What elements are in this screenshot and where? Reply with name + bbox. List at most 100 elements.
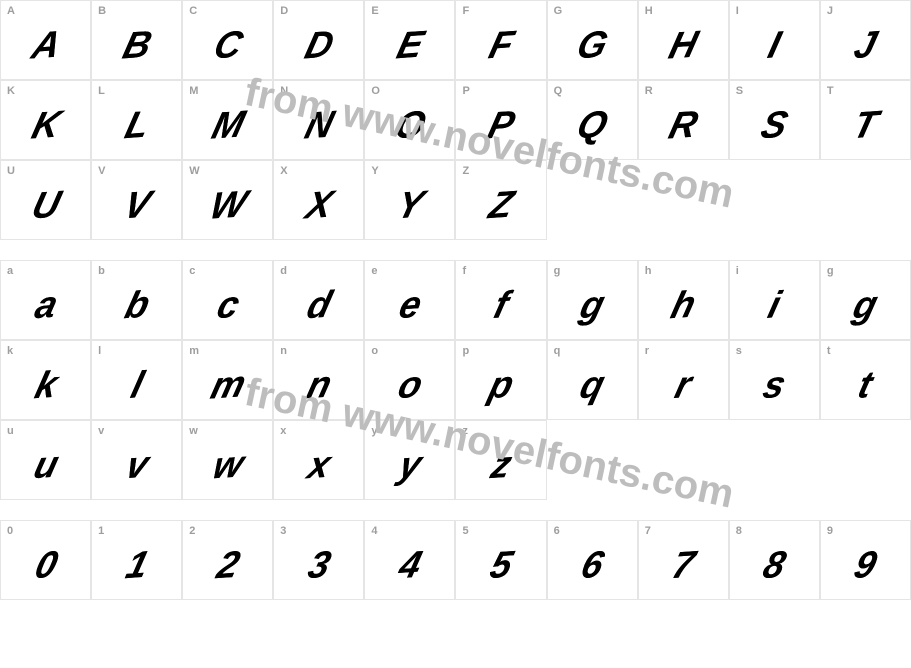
cell-glyph: 1 xyxy=(122,545,151,584)
cell-label: E xyxy=(371,5,378,17)
cell-glyph: 7 xyxy=(669,545,698,584)
cell-glyph: Q xyxy=(574,105,611,145)
glyph-cell: bb xyxy=(91,260,182,340)
glyph-cell: VV xyxy=(91,160,182,240)
glyph-cell: ZZ xyxy=(455,160,546,240)
cell-glyph: 4 xyxy=(395,545,424,584)
cell-glyph: G xyxy=(574,25,611,65)
glyph-cell: 22 xyxy=(182,520,273,600)
cell-label: z xyxy=(462,425,468,437)
cell-label: 0 xyxy=(7,525,13,537)
glyph-cell xyxy=(638,420,729,500)
cell-label: W xyxy=(189,165,199,177)
cell-glyph: 9 xyxy=(851,545,880,584)
cell-label: b xyxy=(98,265,105,277)
cell-label: N xyxy=(280,85,288,97)
cell-label: 1 xyxy=(98,525,104,537)
cell-glyph: f xyxy=(491,285,512,323)
glyph-cell: mm xyxy=(182,340,273,420)
glyph-cell: EE xyxy=(364,0,455,80)
cell-label: r xyxy=(645,345,649,357)
cell-label: w xyxy=(189,425,198,437)
cell-glyph: D xyxy=(301,25,336,64)
glyph-cell: HH xyxy=(638,0,729,80)
cell-label: g xyxy=(827,265,834,277)
cell-label: h xyxy=(645,265,652,277)
cell-label: X xyxy=(280,165,287,177)
glyph-cell: ee xyxy=(364,260,455,340)
glyph-cell: nn xyxy=(273,340,364,420)
cell-label: M xyxy=(189,85,198,97)
glyph-cell xyxy=(820,420,911,500)
cell-label: I xyxy=(736,5,739,17)
cell-label: n xyxy=(280,345,287,357)
cell-label: Q xyxy=(554,85,563,97)
cell-label: g xyxy=(554,265,561,277)
cell-label: k xyxy=(7,345,13,357)
glyph-cell: DD xyxy=(273,0,364,80)
glyph-cell: gg xyxy=(820,260,911,340)
cell-glyph: V xyxy=(120,185,153,224)
cell-glyph: 3 xyxy=(304,545,333,584)
cell-glyph: Y xyxy=(393,185,426,224)
cell-label: H xyxy=(645,5,653,17)
grid-section-lowercase: aabbccddeeffgghhiiggkkllmmnnooppqqrrsstt… xyxy=(0,260,911,500)
glyph-cell: 66 xyxy=(547,520,638,600)
cell-label: p xyxy=(462,345,469,357)
cell-label: U xyxy=(7,165,15,177)
cell-label: 6 xyxy=(554,525,560,537)
cell-label: 5 xyxy=(462,525,468,537)
glyph-cell: gg xyxy=(547,260,638,340)
glyph-cell: ww xyxy=(182,420,273,500)
cell-glyph: T xyxy=(850,105,881,144)
glyph-cell: 77 xyxy=(638,520,729,600)
glyph-cell: RR xyxy=(638,80,729,160)
cell-label: Y xyxy=(371,165,378,177)
cell-label: q xyxy=(554,345,561,357)
cell-glyph: q xyxy=(577,365,608,404)
cell-glyph: v xyxy=(122,445,151,484)
cell-glyph: M xyxy=(208,105,247,145)
glyph-cell xyxy=(729,420,820,500)
cell-label: B xyxy=(98,5,106,17)
cell-glyph: R xyxy=(666,105,701,144)
cell-label: f xyxy=(462,265,466,277)
cell-glyph: 0 xyxy=(31,545,60,584)
cell-glyph: I xyxy=(765,26,784,64)
glyph-cell: 99 xyxy=(820,520,911,600)
cell-glyph: t xyxy=(855,365,876,403)
cell-label: o xyxy=(371,345,378,357)
cell-glyph: J xyxy=(851,25,880,64)
glyph-cell: MM xyxy=(182,80,273,160)
glyph-cell: ii xyxy=(729,260,820,340)
cell-label: R xyxy=(645,85,653,97)
cell-glyph: d xyxy=(303,285,334,324)
cell-label: L xyxy=(98,85,105,97)
glyph-cell: kk xyxy=(0,340,91,420)
grid-section-uppercase: AABBCCDDEEFFGGHHIIJJKKLLMMNNOOPPQQRRSSTT… xyxy=(0,0,911,240)
glyph-cell: dd xyxy=(273,260,364,340)
cell-label: F xyxy=(462,5,469,17)
cell-glyph: e xyxy=(395,285,424,324)
glyph-cell: YY xyxy=(364,160,455,240)
cell-label: C xyxy=(189,5,197,17)
cell-label: v xyxy=(98,425,104,437)
glyph-cell: ff xyxy=(455,260,546,340)
cell-glyph: N xyxy=(301,105,336,144)
cell-label: P xyxy=(462,85,469,97)
cell-label: c xyxy=(189,265,195,277)
cell-glyph: L xyxy=(121,105,152,144)
cell-label: A xyxy=(7,5,15,17)
glyph-cell: JJ xyxy=(820,0,911,80)
cell-glyph: W xyxy=(206,185,249,225)
cell-label: T xyxy=(827,85,834,97)
cell-glyph: y xyxy=(395,445,424,484)
cell-glyph: Z xyxy=(486,185,517,224)
cell-glyph: g xyxy=(850,285,881,324)
glyph-cell xyxy=(820,160,911,240)
cell-label: 7 xyxy=(645,525,651,537)
glyph-cell xyxy=(729,160,820,240)
glyph-cell: AA xyxy=(0,0,91,80)
cell-label: l xyxy=(98,345,101,357)
cell-label: D xyxy=(280,5,288,17)
